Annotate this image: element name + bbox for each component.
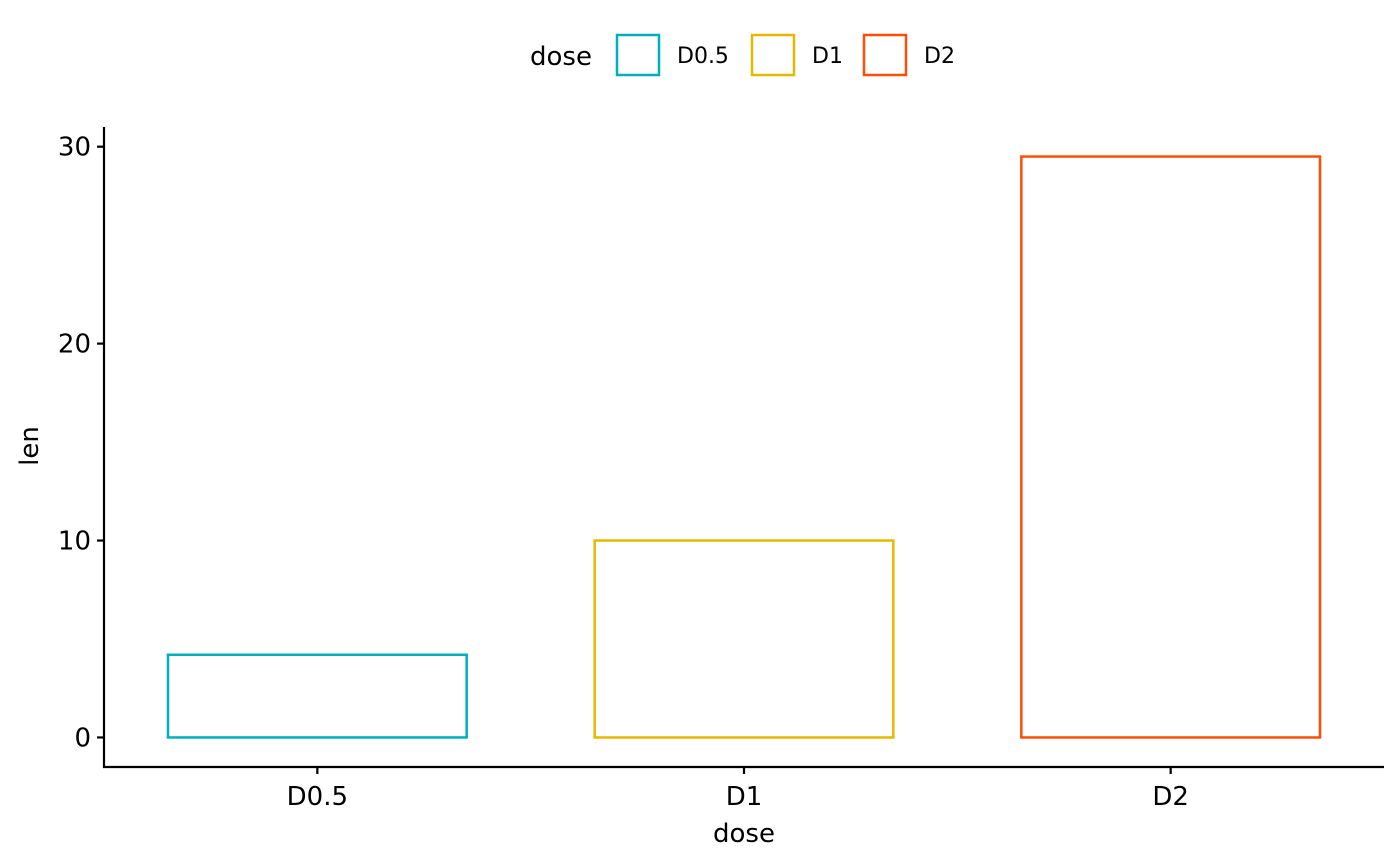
- x-tick-label: D0.5: [287, 782, 348, 812]
- y-tick-label: 10: [58, 527, 91, 557]
- y-axis: 0 10 20 30: [58, 127, 106, 768]
- bar-d0-5: [166, 653, 468, 739]
- legend-key: [615, 33, 661, 77]
- legend-key: [750, 33, 796, 77]
- y-tick-label: 20: [58, 330, 91, 360]
- bars: [166, 155, 1322, 739]
- legend-label: D2: [924, 44, 955, 69]
- legend-title: dose: [530, 42, 592, 72]
- legend-label: D1: [812, 44, 843, 69]
- x-tick-label: D1: [726, 782, 763, 812]
- y-axis-title: len: [15, 426, 45, 466]
- bar-d2: [1020, 155, 1322, 739]
- x-tick-label: D2: [1152, 782, 1189, 812]
- legend: dose D0.5 D1 D2: [530, 33, 955, 77]
- bar-d1: [593, 539, 895, 739]
- legend-key: [862, 33, 908, 77]
- x-axis-title: dose: [713, 819, 775, 849]
- y-tick-label: 30: [58, 133, 91, 163]
- x-axis: D0.5 D1 D2: [103, 765, 1384, 812]
- y-tick-label: 0: [74, 723, 91, 753]
- legend-label: D0.5: [677, 44, 729, 69]
